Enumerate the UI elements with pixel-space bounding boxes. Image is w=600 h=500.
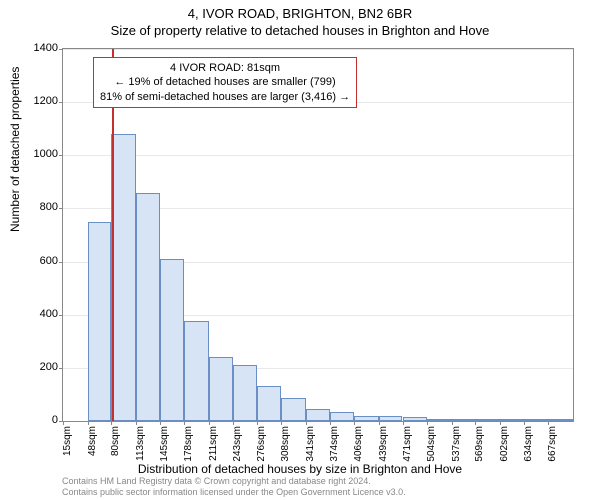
annotation-box: 4 IVOR ROAD: 81sqm ← 19% of detached hou… <box>93 57 357 108</box>
x-tick <box>111 421 112 425</box>
histogram-bar <box>379 416 403 421</box>
x-tick <box>63 421 64 425</box>
histogram-bar <box>257 386 281 421</box>
x-tick <box>88 421 89 425</box>
y-tick <box>59 155 63 156</box>
histogram-bar <box>281 398 306 421</box>
x-tick <box>403 421 404 425</box>
histogram-bar <box>306 409 331 421</box>
x-tick-label: 178sqm <box>183 426 194 466</box>
gridline <box>63 155 573 156</box>
title-main: 4, IVOR ROAD, BRIGHTON, BN2 6BR <box>0 0 600 21</box>
histogram-bar <box>403 417 428 421</box>
histogram-bar <box>88 222 112 421</box>
histogram-bar <box>209 357 233 421</box>
y-tick-label: 600 <box>18 255 58 267</box>
footer-line-2: Contains public sector information licen… <box>62 487 406 498</box>
x-tick-label: 471sqm <box>402 426 413 466</box>
x-tick <box>281 421 282 425</box>
gridline <box>63 49 573 50</box>
y-tick <box>59 102 63 103</box>
y-tick <box>59 262 63 263</box>
x-tick <box>452 421 453 425</box>
x-tick-label: 634sqm <box>523 426 534 466</box>
histogram-bar <box>452 419 476 421</box>
x-tick-label: 374sqm <box>329 426 340 466</box>
x-tick <box>209 421 210 425</box>
histogram-bar <box>330 412 354 421</box>
histogram-bar <box>548 419 573 421</box>
x-tick <box>379 421 380 425</box>
x-tick <box>136 421 137 425</box>
x-tick <box>184 421 185 425</box>
x-tick <box>330 421 331 425</box>
histogram-bar <box>475 419 500 421</box>
x-tick-label: 667sqm <box>547 426 558 466</box>
x-tick-label: 48sqm <box>87 426 98 466</box>
x-tick <box>500 421 501 425</box>
x-tick-label: 602sqm <box>499 426 510 466</box>
histogram-bar <box>136 193 160 422</box>
histogram-bar <box>524 419 549 421</box>
title-sub: Size of property relative to detached ho… <box>0 23 600 38</box>
y-tick <box>59 49 63 50</box>
x-tick <box>475 421 476 425</box>
histogram-bar <box>500 419 524 421</box>
x-tick-label: 113sqm <box>135 426 146 466</box>
x-tick <box>524 421 525 425</box>
y-tick-label: 800 <box>18 201 58 213</box>
x-tick-label: 15sqm <box>62 426 73 466</box>
annotation-line-3: 81% of semi-detached houses are larger (… <box>100 90 350 104</box>
histogram-bar <box>233 365 258 421</box>
x-tick-label: 145sqm <box>159 426 170 466</box>
annotation-line-1: 4 IVOR ROAD: 81sqm <box>100 61 350 75</box>
x-tick <box>354 421 355 425</box>
annotation-line-2: ← 19% of detached houses are smaller (79… <box>100 75 350 89</box>
y-tick-label: 1200 <box>18 95 58 107</box>
x-tick <box>306 421 307 425</box>
y-tick-label: 1000 <box>18 148 58 160</box>
x-tick-label: 504sqm <box>426 426 437 466</box>
x-tick-label: 243sqm <box>232 426 243 466</box>
footer-line-1: Contains HM Land Registry data © Crown c… <box>62 476 406 487</box>
plot-area: 4 IVOR ROAD: 81sqm ← 19% of detached hou… <box>62 48 574 422</box>
x-tick <box>427 421 428 425</box>
x-tick-label: 211sqm <box>208 426 219 466</box>
x-tick-label: 406sqm <box>353 426 364 466</box>
x-tick-label: 537sqm <box>451 426 462 466</box>
y-tick <box>59 315 63 316</box>
footer: Contains HM Land Registry data © Crown c… <box>62 476 406 498</box>
y-tick-label: 200 <box>18 361 58 373</box>
x-tick <box>233 421 234 425</box>
x-tick-label: 341sqm <box>305 426 316 466</box>
y-tick <box>59 208 63 209</box>
x-tick-label: 439sqm <box>378 426 389 466</box>
histogram-bar <box>111 134 136 421</box>
y-tick-label: 400 <box>18 308 58 320</box>
x-tick-label: 80sqm <box>110 426 121 466</box>
histogram-bar <box>184 321 209 421</box>
histogram-bar <box>354 416 379 421</box>
histogram-bar <box>427 419 452 421</box>
y-tick <box>59 368 63 369</box>
chart-container: 4, IVOR ROAD, BRIGHTON, BN2 6BR Size of … <box>0 0 600 500</box>
x-tick-label: 308sqm <box>280 426 291 466</box>
x-tick-label: 276sqm <box>256 426 267 466</box>
y-tick-label: 0 <box>18 414 58 426</box>
x-tick <box>160 421 161 425</box>
histogram-bar <box>160 259 185 421</box>
x-tick <box>257 421 258 425</box>
x-tick <box>548 421 549 425</box>
y-tick-label: 1400 <box>18 42 58 54</box>
x-tick-label: 569sqm <box>474 426 485 466</box>
